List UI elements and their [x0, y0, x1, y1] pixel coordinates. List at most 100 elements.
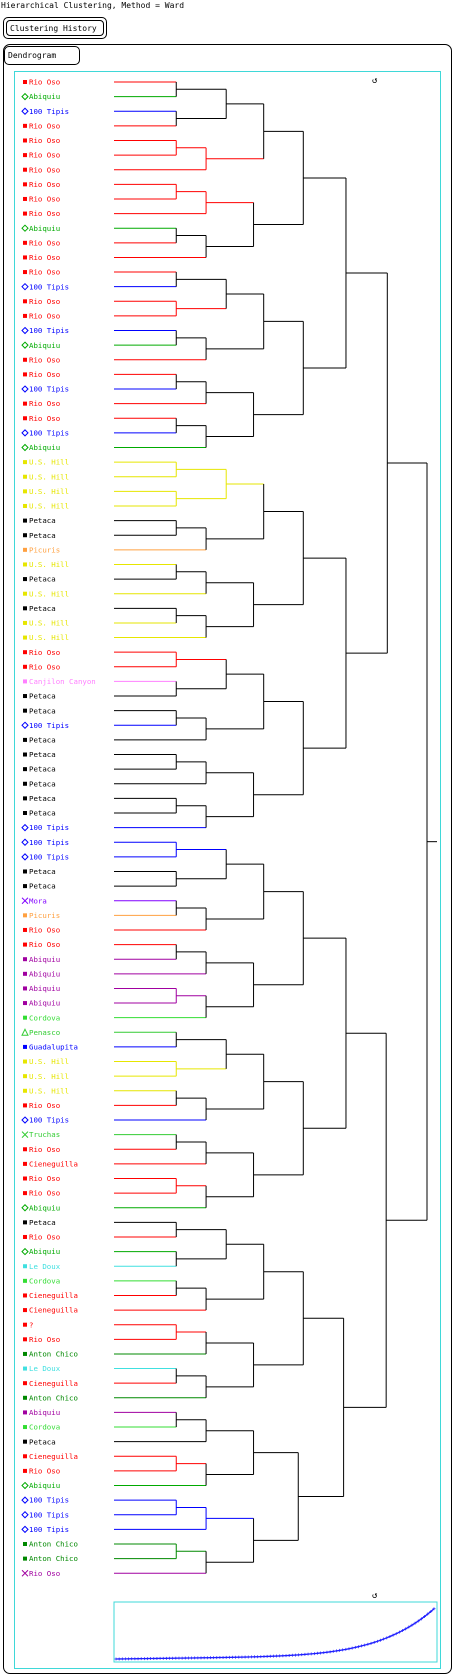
history-point [341, 1648, 345, 1652]
history-point [287, 1653, 291, 1657]
history-point [268, 1654, 272, 1658]
leaf-label: 100 Tipis [29, 838, 69, 847]
history-point [347, 1647, 351, 1651]
tab-dendrogram[interactable]: Dendrogram [4, 46, 80, 65]
leaf-label: 100 Tipis [29, 326, 69, 335]
leaf-label: Petaca [29, 604, 56, 613]
leaf-label: 100 Tipis [29, 428, 69, 437]
history-point [117, 1657, 121, 1661]
leaf-marker [23, 811, 27, 815]
history-point [183, 1656, 187, 1660]
leaf-label: Petaca [29, 809, 56, 818]
leaf-label: U.S. Hill [29, 502, 69, 511]
refresh-icon: ↺ [372, 76, 378, 86]
leaf-marker [21, 721, 29, 729]
leaf-label: Rio Oso [29, 940, 60, 949]
leaf-label: 100 Tipis [29, 1116, 69, 1125]
leaf-marker [23, 708, 27, 713]
leaf-marker [23, 1337, 27, 1342]
history-point [265, 1654, 269, 1658]
history-point [303, 1652, 307, 1656]
leaf-marker [23, 372, 27, 377]
leaf-label: U.S. Hill [29, 1086, 69, 1095]
history-point [325, 1650, 329, 1654]
leaf-label: Anton Chico [29, 1350, 78, 1359]
leaf-marker [21, 1028, 29, 1036]
leaf-label: Rio Oso [29, 136, 60, 145]
leaf-label: Petaca [29, 575, 56, 584]
leaf-marker [23, 1322, 27, 1327]
leaf-label: Penasco [29, 1028, 60, 1037]
leaf-label: Rio Oso [29, 1467, 60, 1476]
leaf-marker [23, 167, 27, 172]
leaf-label: 100 Tipis [29, 1496, 69, 1505]
leaf-marker [21, 224, 29, 232]
leaf-label: Abiquiu [29, 443, 60, 452]
leaf-marker [23, 518, 27, 523]
history-point [388, 1635, 392, 1639]
leaf-marker [23, 752, 27, 757]
history-point [423, 1615, 427, 1618]
history-point [290, 1653, 294, 1657]
leaf-marker [23, 1410, 27, 1415]
history-point [149, 1657, 153, 1661]
history-point [356, 1645, 360, 1649]
history-point [246, 1655, 250, 1659]
history-point [416, 1619, 420, 1623]
history-point [133, 1657, 137, 1661]
leaf-marker [23, 1556, 27, 1561]
history-point [429, 1609, 433, 1613]
leaf-label: Rio Oso [29, 253, 60, 262]
history-point [120, 1657, 124, 1661]
history-point [177, 1656, 181, 1660]
leaf-label: Rio Oso [29, 1233, 60, 1242]
leaf-label: U.S. Hill [29, 589, 69, 598]
history-point [382, 1637, 386, 1641]
leaf-marker [23, 211, 27, 216]
leaf-label: ? [29, 1320, 33, 1329]
history-point [230, 1655, 234, 1659]
leaf-label: Rio Oso [29, 180, 60, 189]
leaf-label: Rio Oso [29, 209, 60, 218]
leaf-marker [23, 562, 27, 567]
clustering-history-button[interactable]: Clustering History [3, 17, 107, 39]
history-point [297, 1653, 301, 1657]
history-point [322, 1651, 326, 1655]
leaf-marker [21, 1525, 29, 1534]
leaf-label: U.S. Hill [29, 1057, 69, 1066]
history-plot-frame [113, 1601, 438, 1663]
history-point [186, 1656, 190, 1660]
leaf-marker [23, 664, 27, 669]
leaf-label: Rio Oso [29, 78, 60, 87]
history-point [168, 1656, 172, 1660]
leaf-marker [21, 92, 29, 101]
history-point [256, 1655, 260, 1659]
leaf-marker [21, 107, 29, 115]
leaf-label: Abiquiu [29, 341, 60, 350]
leaf-marker [23, 650, 27, 655]
leaf-label: Anton Chico [29, 1540, 78, 1549]
leaf-label: Cordova [29, 1276, 60, 1285]
leaf-marker [21, 1116, 29, 1124]
leaf-marker [23, 489, 27, 494]
leaf-marker [21, 838, 29, 846]
leaf-label: 100 Tipis [29, 823, 69, 832]
history-point [259, 1655, 263, 1659]
leaf-marker [21, 1511, 29, 1519]
history-point [262, 1655, 266, 1659]
history-point [224, 1655, 228, 1659]
history-point [208, 1656, 212, 1660]
leaf-label: Le Doux [29, 1262, 61, 1271]
history-point [164, 1656, 168, 1660]
leaf-label: Abiquiu [29, 955, 60, 964]
leaf-label: Petaca [29, 736, 56, 745]
leaf-label: Rio Oso [29, 1145, 60, 1154]
leaf-marker [23, 138, 27, 143]
leaf-marker [23, 1439, 27, 1444]
history-point [174, 1656, 178, 1660]
leaf-marker [23, 942, 27, 947]
leaf-label: Mora [29, 896, 47, 905]
leaf-label: Petaca [29, 867, 56, 876]
leaf-label: Abiquiu [29, 999, 60, 1008]
